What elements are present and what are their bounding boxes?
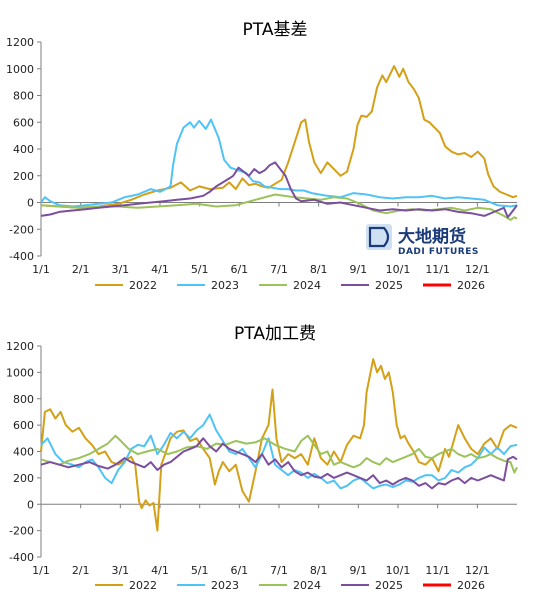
series-line-2024 [40,434,518,474]
x-tick-label: 5/1 [191,263,209,276]
x-tick-label: 8/1 [310,263,328,276]
y-tick-label: 600 [13,116,34,129]
series-line-2025 [40,161,518,219]
logo-text-en: DADI FUTURES [398,247,479,257]
y-tick-label: -200 [9,525,34,538]
legend-label-2022: 2022 [129,279,157,292]
x-tick-label: 9/1 [349,564,367,577]
x-tick-label: 4/1 [151,263,169,276]
x-tick-label: 9/1 [349,263,367,276]
y-tick-label: 200 [13,170,34,183]
y-tick-label: 800 [13,393,34,406]
legend-label-2022: 2022 [129,579,157,592]
legend-label-2023: 2023 [211,579,239,592]
legend-label-2026: 2026 [457,579,485,592]
x-tick-label: 11/1 [425,564,450,577]
x-tick-label: 2/1 [72,263,90,276]
x-tick-label: 1/1 [32,263,50,276]
logo-text-cn: 大地期货 [398,226,466,247]
series-line-2024 [40,193,518,221]
x-tick-label: 8/1 [310,564,328,577]
chart-title: PTA基差 [243,20,308,40]
x-tick-label: 7/1 [270,263,288,276]
y-tick-label: 600 [13,419,34,432]
chart-pta-basis: PTA基差 -400 -200 0 200 400 600 800 1000 1200 1/1 2/… [6,20,518,292]
logo-mark-shape [368,226,390,248]
x-tick-label: 7/1 [270,564,288,577]
series-line-2023 [40,413,518,490]
legend-label-2025: 2025 [375,579,403,592]
x-tick-label: 2/1 [72,564,90,577]
y-tick-label: 1000 [6,63,34,76]
chart-pta-processing-fee: PTA加工费 -400 -200 0 200 400 600 800 1000 1200 1/1 2… [6,324,518,592]
x-tick-label: 3/1 [111,564,129,577]
y-tick-label: 400 [13,143,34,156]
legend-label-2024: 2024 [293,279,321,292]
x-tick-label: 4/1 [151,564,169,577]
x-tick-label: 12/1 [465,564,490,577]
x-tick-label: 11/1 [425,263,450,276]
y-tick-label: 400 [13,446,34,459]
series-line-2022 [40,65,518,209]
series-line-2025 [40,437,518,490]
x-tick-label: 10/1 [386,263,411,276]
legend-label-2024: 2024 [293,579,321,592]
dadi-futures-logo: 大地期货 DADI FUTURES [366,224,479,257]
chart-title: PTA加工费 [234,324,316,344]
series-line-2023 [40,118,518,208]
x-tick-label: 12/1 [465,263,490,276]
y-tick-label: 0 [27,197,34,210]
y-tick-label: -200 [9,223,34,236]
legend-label-2025: 2025 [375,279,403,292]
y-tick-label: 0 [27,498,34,511]
y-tick-label: 800 [13,90,34,103]
y-tick-label: -400 [9,551,34,564]
x-tick-label: 6/1 [230,564,248,577]
y-tick-label: 1200 [6,36,34,49]
x-tick-label: 5/1 [191,564,209,577]
y-tick-label: -400 [9,250,34,263]
legend-label-2023: 2023 [211,279,239,292]
x-tick-label: 6/1 [230,263,248,276]
y-tick-label: 1000 [6,366,34,379]
x-tick-label: 3/1 [111,263,129,276]
legend-label-2026: 2026 [457,279,485,292]
x-tick-label: 1/1 [32,564,50,577]
y-tick-label: 1200 [6,340,34,353]
y-tick-label: 200 [13,472,34,485]
x-tick-label: 10/1 [386,564,411,577]
